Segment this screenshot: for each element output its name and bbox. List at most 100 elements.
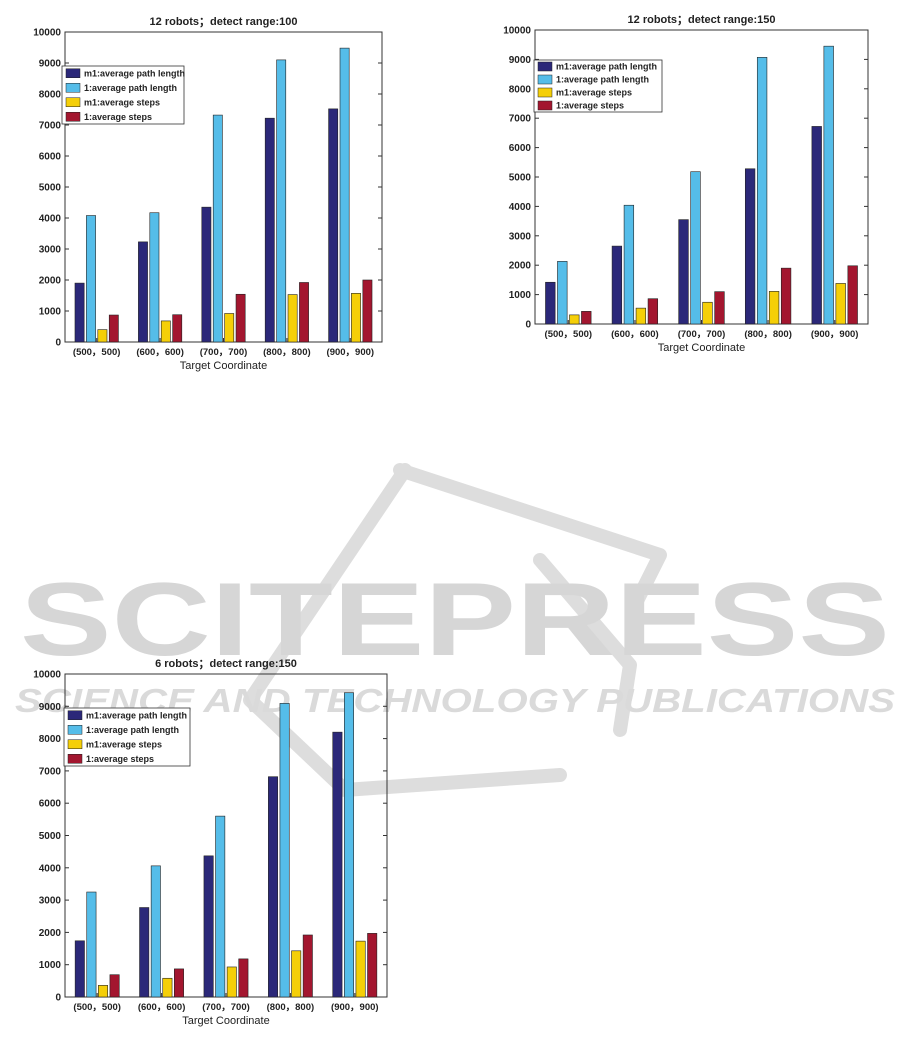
- y-tick-label: 8000: [39, 734, 62, 745]
- y-tick-label: 3000: [509, 231, 532, 242]
- bar-m1-average-path-length: [201, 206, 212, 343]
- bar-1-average-steps: [847, 265, 858, 325]
- y-tick-label: 5000: [509, 173, 532, 184]
- y-tick-label: 5000: [39, 183, 62, 194]
- y-tick-label: 2000: [39, 276, 62, 287]
- bar-1-average-path-length: [149, 212, 160, 343]
- chart-12robots-range100: 12 robots；detect range:100 0 1000 2000 3000 4…: [20, 8, 400, 385]
- bar-m1-average-path-length: [545, 281, 556, 325]
- x-tick-label: (600，600): [611, 329, 659, 340]
- y-tick-label: 10000: [33, 670, 61, 681]
- bar-1-average-path-length: [756, 57, 768, 325]
- bar-1-average-steps: [238, 958, 249, 998]
- bar-1-average-steps: [174, 968, 184, 998]
- y-tick-label: 3000: [39, 896, 62, 907]
- legend-swatch: [67, 725, 83, 735]
- x-tick-label: (800，800): [263, 347, 311, 358]
- x-axis-label: Target Coordinate: [182, 1015, 269, 1027]
- bar-1-average-steps: [302, 934, 313, 998]
- y-tick-label: 6000: [39, 152, 62, 163]
- bar-1-average-steps: [367, 933, 378, 998]
- legend: m1:average path length 1:average path len…: [61, 65, 185, 125]
- y-tick-label: 2000: [39, 928, 62, 939]
- bar-m1-average-steps: [226, 966, 237, 998]
- y-tick-label: 3000: [39, 245, 62, 256]
- bar-m1-average-steps: [635, 307, 647, 325]
- y-tick-label: 0: [55, 993, 61, 1004]
- y-tick-label: 4000: [39, 863, 62, 874]
- legend-entry: m1:average steps: [86, 739, 162, 749]
- legend-entry: 1:average path length: [84, 83, 177, 93]
- y-tick-label: 6000: [39, 799, 62, 810]
- bar-m1-average-steps: [351, 293, 361, 343]
- bar-m1-average-steps: [287, 294, 298, 343]
- x-tick-label: (800，800): [267, 1002, 315, 1013]
- chart-title: 6 robots；detect range:150: [155, 658, 297, 670]
- bar-1-average-steps: [235, 293, 246, 343]
- y-tick-label: 7000: [509, 114, 532, 125]
- y-tick-label: 4000: [39, 214, 62, 225]
- bar-m1-average-steps: [291, 950, 302, 998]
- y-tick-label: 4000: [509, 202, 532, 213]
- y-tick-label: 8000: [39, 90, 62, 101]
- bar-m1-average-path-length: [744, 168, 756, 325]
- legend-entry: 1:average path length: [86, 725, 179, 735]
- y-tick-label: 7000: [39, 121, 62, 132]
- bar-1-average-path-length: [279, 703, 290, 998]
- legend-entry: m1:average steps: [84, 97, 160, 107]
- x-tick-label: (800，800): [744, 329, 792, 340]
- y-tick-label: 10000: [33, 28, 61, 39]
- legend-box: [63, 707, 191, 767]
- legend-swatch: [65, 68, 81, 78]
- y-tick-label: 2000: [509, 261, 532, 272]
- legend-swatch: [537, 100, 553, 111]
- x-tick-label: (600，600): [136, 347, 184, 358]
- legend-swatch: [537, 87, 553, 98]
- legend-entry: m1:average path length: [86, 710, 187, 720]
- bar-m1-average-path-length: [138, 241, 148, 343]
- chart-svg: 12 robots；detect range:150 0 1000 2000 3000 4…: [503, 14, 869, 354]
- bar-1-average-path-length: [86, 215, 96, 343]
- chart-6robots-range150: 6 robots；detect range:150 0 1000 2000 3000 40…: [20, 654, 400, 1041]
- chart-12robots-range150: 12 robots；detect range:150 0 1000 2000 3000 4…: [490, 8, 888, 371]
- legend-swatch: [65, 97, 81, 107]
- x-axis-label: Target Coordinate: [658, 342, 745, 354]
- legend-swatch: [65, 83, 81, 93]
- legend-entry: m1:average path length: [556, 62, 657, 72]
- bar-m1-average-steps: [224, 313, 235, 343]
- bar-1-average-steps: [172, 314, 183, 343]
- x-tick-label: (900，900): [331, 1002, 379, 1013]
- bar-m1-average-steps: [702, 301, 713, 325]
- bar-1-average-steps: [109, 974, 120, 998]
- bar-m1-average-steps: [355, 940, 366, 998]
- x-tick-label: (500，500): [545, 329, 593, 340]
- bar-m1-average-path-length: [811, 126, 822, 325]
- y-tick-label: 9000: [39, 702, 62, 713]
- x-tick-label: (500，500): [73, 1002, 121, 1013]
- legend-swatch: [67, 739, 83, 749]
- bar-m1-average-path-length: [328, 108, 339, 343]
- bar-1-average-steps: [581, 311, 592, 325]
- legend-swatch: [537, 74, 553, 85]
- bar-1-average-path-length: [215, 815, 226, 998]
- x-tick-label: (700，700): [678, 329, 726, 340]
- legend-entry: 1:average path length: [556, 75, 649, 85]
- chart-title: 12 robots；detect range:100: [150, 16, 298, 28]
- bar-1-average-steps: [714, 291, 725, 325]
- x-tick-label: (700，700): [200, 347, 248, 358]
- bar-m1-average-path-length: [264, 117, 275, 343]
- y-tick-label: 8000: [509, 84, 532, 95]
- legend: m1:average path length 1:average path len…: [63, 707, 191, 767]
- bar-m1-average-path-length: [332, 731, 343, 998]
- bar-1-average-path-length: [150, 865, 161, 998]
- x-tick-label: (900，900): [327, 347, 375, 358]
- legend-swatch: [65, 112, 81, 122]
- y-tick-label: 5000: [39, 831, 62, 842]
- y-tick-label: 9000: [39, 59, 62, 70]
- y-tick-label: 6000: [509, 143, 532, 154]
- bar-1-average-path-length: [86, 891, 97, 998]
- bar-m1-average-steps: [98, 985, 108, 998]
- legend-entry: 1:average steps: [556, 101, 624, 111]
- bar-1-average-steps: [780, 267, 792, 325]
- bar-m1-average-steps: [835, 283, 846, 325]
